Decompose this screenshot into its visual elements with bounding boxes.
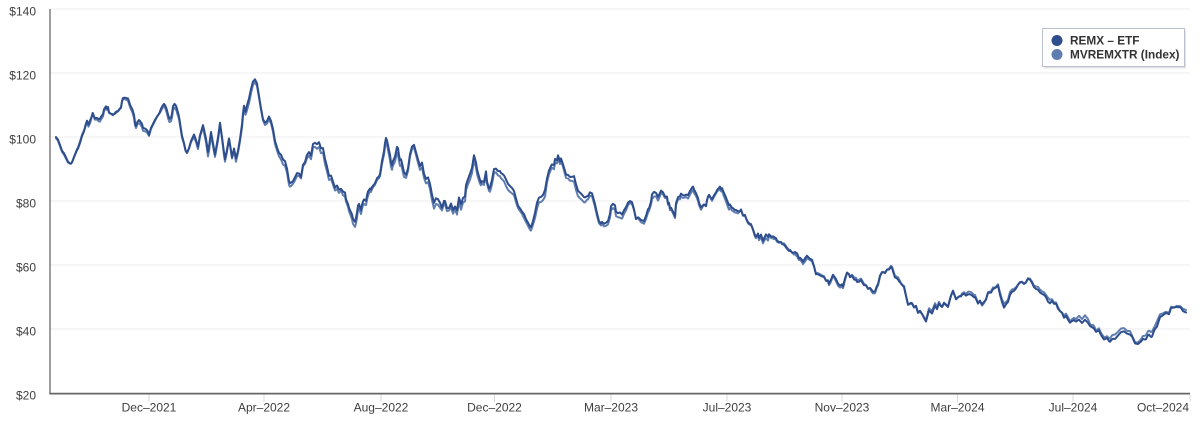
svg-text:Jul–2024: Jul–2024 — [1049, 401, 1098, 415]
svg-text:$60: $60 — [16, 260, 36, 274]
svg-text:MVREMXTR (Index): MVREMXTR (Index) — [1070, 48, 1180, 62]
svg-text:REMX – ETF: REMX – ETF — [1070, 34, 1139, 48]
svg-text:$120: $120 — [9, 68, 36, 82]
svg-text:Aug–2022: Aug–2022 — [354, 401, 409, 415]
svg-text:Oct–2024: Oct–2024 — [1137, 401, 1189, 415]
svg-text:$40: $40 — [16, 324, 36, 338]
svg-text:Jul–2023: Jul–2023 — [703, 401, 752, 415]
svg-text:Mar–2023: Mar–2023 — [584, 401, 638, 415]
svg-text:Mar–2024: Mar–2024 — [930, 401, 984, 415]
svg-text:Nov–2023: Nov–2023 — [815, 401, 870, 415]
svg-text:Dec–2022: Dec–2022 — [467, 401, 522, 415]
svg-text:$140: $140 — [9, 4, 36, 18]
svg-text:Apr–2022: Apr–2022 — [238, 401, 290, 415]
svg-text:$100: $100 — [9, 132, 36, 146]
svg-text:$20: $20 — [16, 388, 36, 402]
svg-text:Dec–2021: Dec–2021 — [122, 401, 177, 415]
svg-text:$80: $80 — [16, 196, 36, 210]
